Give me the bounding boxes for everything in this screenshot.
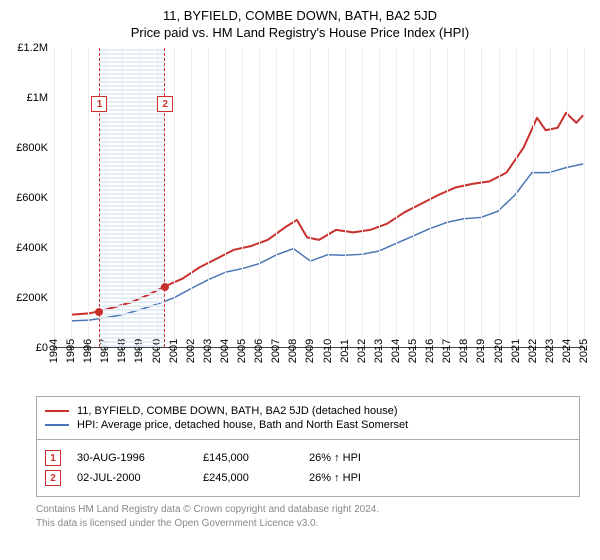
event-hpi: 26% ↑ HPI xyxy=(309,472,399,484)
x-axis-label: 2014 xyxy=(390,339,402,363)
chart-titles: 11, BYFIELD, COMBE DOWN, BATH, BA2 5JD P… xyxy=(0,0,600,40)
event-hpi: 26% ↑ HPI xyxy=(309,452,399,464)
footer-line: Contains HM Land Registry data © Crown c… xyxy=(36,503,580,517)
gridline-vertical xyxy=(191,48,192,347)
event-date: 02-JUL-2000 xyxy=(77,472,187,484)
gridline-vertical xyxy=(242,48,243,347)
y-axis-label: £400K xyxy=(16,242,48,254)
x-axis-label: 2020 xyxy=(493,339,505,363)
event-marker-box: 1 xyxy=(45,450,61,466)
x-axis-label: 2006 xyxy=(253,339,265,363)
legend-row: 11, BYFIELD, COMBE DOWN, BATH, BA2 5JD (… xyxy=(45,405,571,417)
legend-row: HPI: Average price, detached house, Bath… xyxy=(45,419,571,431)
gridline-vertical xyxy=(499,48,500,347)
x-axis-label: 2024 xyxy=(561,339,573,363)
gridline-vertical xyxy=(413,48,414,347)
transaction-period-band xyxy=(99,48,165,347)
x-axis-label: 2007 xyxy=(270,339,282,363)
chart-container: 11, BYFIELD, COMBE DOWN, BATH, BA2 5JD P… xyxy=(0,0,600,530)
event-marker-box: 2 xyxy=(45,470,61,486)
x-axis-label: 2012 xyxy=(356,339,368,363)
gridline-vertical xyxy=(345,48,346,347)
y-axis-label: £0 xyxy=(36,342,48,354)
x-axis-label: 2008 xyxy=(287,339,299,363)
marker-dot xyxy=(161,283,169,291)
x-axis-label: 2011 xyxy=(339,339,351,363)
gridline-vertical xyxy=(464,48,465,347)
x-axis-label: 2023 xyxy=(544,339,556,363)
x-axis-label: 1995 xyxy=(65,339,77,363)
x-axis-label: 2010 xyxy=(322,339,334,363)
legend: 11, BYFIELD, COMBE DOWN, BATH, BA2 5JD (… xyxy=(36,396,580,497)
event-date: 30-AUG-1996 xyxy=(77,452,187,464)
gridline-vertical xyxy=(379,48,380,347)
gridline-vertical xyxy=(584,48,585,347)
footer: Contains HM Land Registry data © Crown c… xyxy=(36,503,580,530)
x-axis-label: 2025 xyxy=(578,339,590,363)
gridline-vertical xyxy=(259,48,260,347)
x-axis-label: 2009 xyxy=(304,339,316,363)
gridline-vertical xyxy=(71,48,72,347)
x-axis-label: 2004 xyxy=(219,339,231,363)
gridline-vertical xyxy=(88,48,89,347)
x-axis-label: 2005 xyxy=(236,339,248,363)
marker-box: 2 xyxy=(157,96,173,112)
gridline-vertical xyxy=(430,48,431,347)
legend-label: 11, BYFIELD, COMBE DOWN, BATH, BA2 5JD (… xyxy=(77,405,398,417)
x-axis-label: 2022 xyxy=(527,339,539,363)
x-axis-label: 2015 xyxy=(407,339,419,363)
event-row: 2 02-JUL-2000 £245,000 26% ↑ HPI xyxy=(45,470,571,486)
x-axis-label: 2003 xyxy=(202,339,214,363)
gridline-vertical xyxy=(174,48,175,347)
x-axis-label: 2018 xyxy=(458,339,470,363)
footer-line: This data is licensed under the Open Gov… xyxy=(36,517,580,531)
gridline-vertical xyxy=(550,48,551,347)
legend-swatch xyxy=(45,410,69,412)
gridline-vertical xyxy=(362,48,363,347)
plot-area: 1994199519961997199819992000200120022003… xyxy=(54,48,584,348)
gridline-vertical xyxy=(396,48,397,347)
gridline-vertical xyxy=(447,48,448,347)
legend-series: 11, BYFIELD, COMBE DOWN, BATH, BA2 5JD (… xyxy=(37,397,579,440)
chart-title-address: 11, BYFIELD, COMBE DOWN, BATH, BA2 5JD xyxy=(0,8,600,23)
event-price: £145,000 xyxy=(203,452,293,464)
marker-dot xyxy=(95,308,103,316)
y-axis-label: £200K xyxy=(16,292,48,304)
gridline-vertical xyxy=(533,48,534,347)
x-axis-label: 1994 xyxy=(48,339,60,363)
x-axis-label: 2001 xyxy=(168,339,180,363)
y-axis-label: £1.2M xyxy=(17,42,48,54)
x-axis-label: 2016 xyxy=(424,339,436,363)
gridline-vertical xyxy=(516,48,517,347)
chart-title-subtitle: Price paid vs. HM Land Registry's House … xyxy=(0,25,600,40)
legend-label: HPI: Average price, detached house, Bath… xyxy=(77,419,408,431)
gridline-vertical xyxy=(293,48,294,347)
gridline-vertical xyxy=(310,48,311,347)
event-price: £245,000 xyxy=(203,472,293,484)
legend-events: 1 30-AUG-1996 £145,000 26% ↑ HPI 2 02-JU… xyxy=(37,440,579,496)
x-axis-label: 2019 xyxy=(475,339,487,363)
gridline-vertical xyxy=(567,48,568,347)
event-row: 1 30-AUG-1996 £145,000 26% ↑ HPI xyxy=(45,450,571,466)
gridline-vertical xyxy=(276,48,277,347)
y-axis-label: £1M xyxy=(27,92,48,104)
marker-box: 1 xyxy=(91,96,107,112)
gridline-vertical xyxy=(481,48,482,347)
gridline-vertical xyxy=(54,48,55,347)
gridline-vertical xyxy=(328,48,329,347)
gridline-vertical xyxy=(208,48,209,347)
x-axis-label: 2017 xyxy=(441,339,453,363)
y-axis-label: £800K xyxy=(16,142,48,154)
x-axis-label: 2013 xyxy=(373,339,385,363)
legend-swatch xyxy=(45,424,69,426)
gridline-vertical xyxy=(225,48,226,347)
x-axis-label: 1996 xyxy=(82,339,94,363)
y-axis-label: £600K xyxy=(16,192,48,204)
x-axis-label: 2021 xyxy=(510,339,522,363)
x-axis-label: 2002 xyxy=(185,339,197,363)
